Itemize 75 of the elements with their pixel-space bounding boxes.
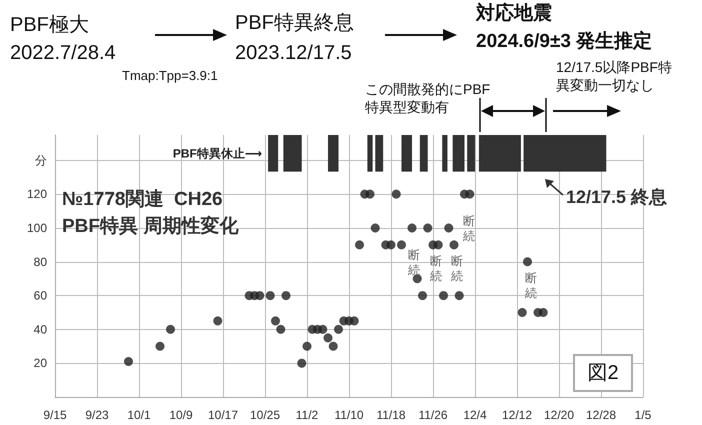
point: [408, 223, 416, 232]
point: [434, 240, 443, 250]
text: PBF特異終息: [235, 11, 354, 36]
point: [439, 291, 448, 300]
y-tick-label: 80: [34, 254, 48, 269]
point: [271, 316, 280, 326]
text: この間散発的にPBF特異型変動有: [365, 80, 492, 116]
point: [124, 357, 133, 366]
x-tick-label: 10/25: [250, 408, 280, 422]
point: [538, 308, 548, 317]
point: [454, 291, 464, 300]
point: [523, 257, 532, 266]
point: [366, 190, 374, 199]
point: [518, 308, 527, 317]
point: [465, 190, 474, 199]
annotation: 断続: [525, 271, 538, 301]
x-tick-label: 12/28: [586, 408, 616, 422]
point: [386, 240, 396, 250]
y-tick-label: 120: [26, 187, 48, 202]
point: [444, 223, 454, 232]
point: [324, 333, 332, 342]
point: [166, 324, 175, 334]
text: 対応地震: [476, 2, 552, 26]
point: [450, 240, 458, 250]
point: [418, 291, 427, 300]
text: 2024.6/9±3 発生推定: [476, 30, 652, 54]
x-tick-label: 10/17: [208, 408, 238, 422]
x-tick-label: 11/26: [418, 408, 448, 422]
x-tick-label: 9/23: [85, 408, 109, 422]
x-tick-label: 12/12: [502, 408, 532, 422]
point: [156, 342, 164, 351]
annotation: 断続: [451, 254, 464, 284]
point: [255, 291, 264, 300]
x-tick-label: 11/18: [376, 408, 406, 422]
text: PBF特異 周期性変化: [62, 215, 240, 237]
x-tick-label: 10/9: [169, 408, 193, 422]
text: Tmap:Tpp=3.9:1: [122, 68, 218, 85]
text: 2022.7/28.4: [10, 41, 116, 66]
point: [350, 316, 359, 326]
x-tick-label: 11/2: [296, 408, 319, 422]
point: [423, 223, 432, 232]
point: [282, 291, 290, 300]
x-tick-label: 11/10: [334, 408, 364, 422]
text: 2023.12/17.5: [235, 41, 352, 66]
annotation: 断続: [408, 248, 421, 278]
x-tick-label: 12/20: [544, 408, 574, 422]
y-tick-label: 分: [35, 153, 47, 168]
point: [297, 358, 306, 368]
point: [355, 240, 364, 250]
y-tick-label: 20: [34, 356, 48, 370]
point: [328, 342, 338, 351]
text: PBF極大: [10, 13, 89, 38]
y-tick-label: 100: [26, 220, 48, 235]
point: [302, 342, 312, 351]
x-tick-label: 12/4: [463, 408, 487, 422]
x-tick-label: 1/5: [634, 408, 652, 422]
y-tick-label: 60: [34, 288, 48, 303]
y-tick-label: 40: [34, 322, 48, 336]
point: [392, 190, 401, 199]
x-tick-label: 10/1: [127, 408, 151, 422]
x-tick-label: 9/15: [43, 408, 67, 422]
annotation: 断続: [430, 254, 443, 284]
text: №1778関連 CH26: [62, 188, 223, 210]
point: [266, 291, 275, 300]
point: [318, 324, 328, 334]
text: 12/17.5以降PBF特異変動一切なし: [556, 58, 673, 94]
annotation: 図2: [573, 354, 633, 392]
point: [276, 324, 286, 334]
point: [213, 316, 222, 326]
point: [370, 223, 380, 232]
annotation: 断続: [463, 214, 476, 244]
annotation: 12/17.5 終息: [566, 186, 668, 209]
point: [397, 240, 406, 250]
band-label: PBF特異休止⟶: [172, 146, 262, 160]
point: [334, 324, 343, 334]
